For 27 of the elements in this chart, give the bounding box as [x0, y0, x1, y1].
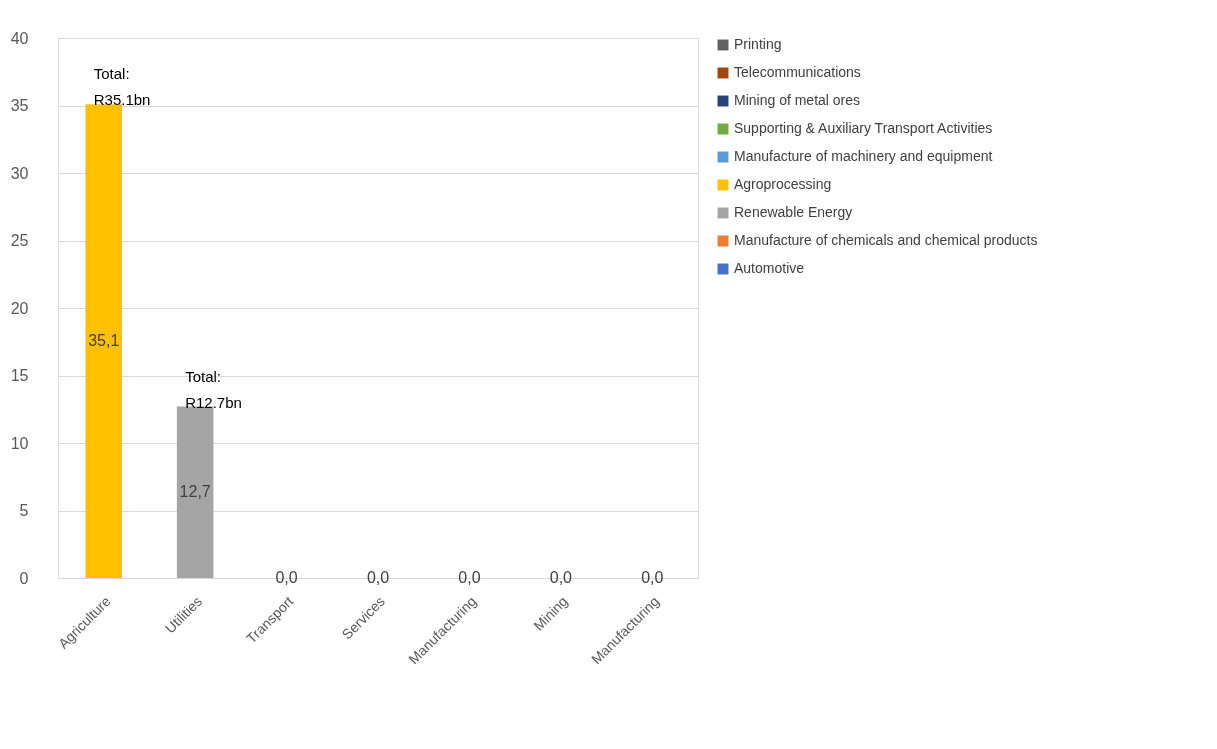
y-tick-label: 40 [10, 29, 29, 47]
legend-label: Printing [734, 36, 782, 52]
total-label: Total: R35.1bn [93, 65, 151, 109]
data-label: 0,0 [641, 569, 664, 586]
y-tick-label: 5 [19, 502, 29, 519]
legend-label: Telecommunications [734, 64, 861, 80]
y-tick-label: 20 [10, 299, 29, 317]
y-tick-label: 15 [10, 367, 29, 384]
y-tick-label: 35 [10, 97, 29, 114]
data-label: 35,1 [88, 332, 120, 350]
legend-label: Mining of metal ores [734, 92, 861, 108]
data-label: 12,7 [179, 483, 211, 501]
y-tick-label: 25 [10, 232, 29, 249]
data-label: 0,0 [275, 569, 298, 586]
legend-label: Supporting & Auxiliary Transport Activities [734, 120, 993, 136]
total-label: Total: R12.7bn [185, 367, 242, 411]
legend-label: Automotive [734, 260, 805, 276]
legend-label: Manufacture of chemicals and chemical products [734, 232, 1038, 248]
data-label: 0,0 [366, 569, 390, 586]
y-tick-label: 30 [10, 164, 29, 182]
y-tick-label: 0 [19, 569, 29, 587]
y-tick-label: 10 [10, 434, 29, 452]
legend-label: Manufacture of machinery and equipment [734, 148, 993, 164]
legend-label: Agroprocessing [734, 176, 832, 192]
data-label: 0,0 [458, 569, 481, 586]
data-label: 0,0 [549, 569, 573, 586]
legend-label: Renewable Energy [734, 204, 853, 220]
